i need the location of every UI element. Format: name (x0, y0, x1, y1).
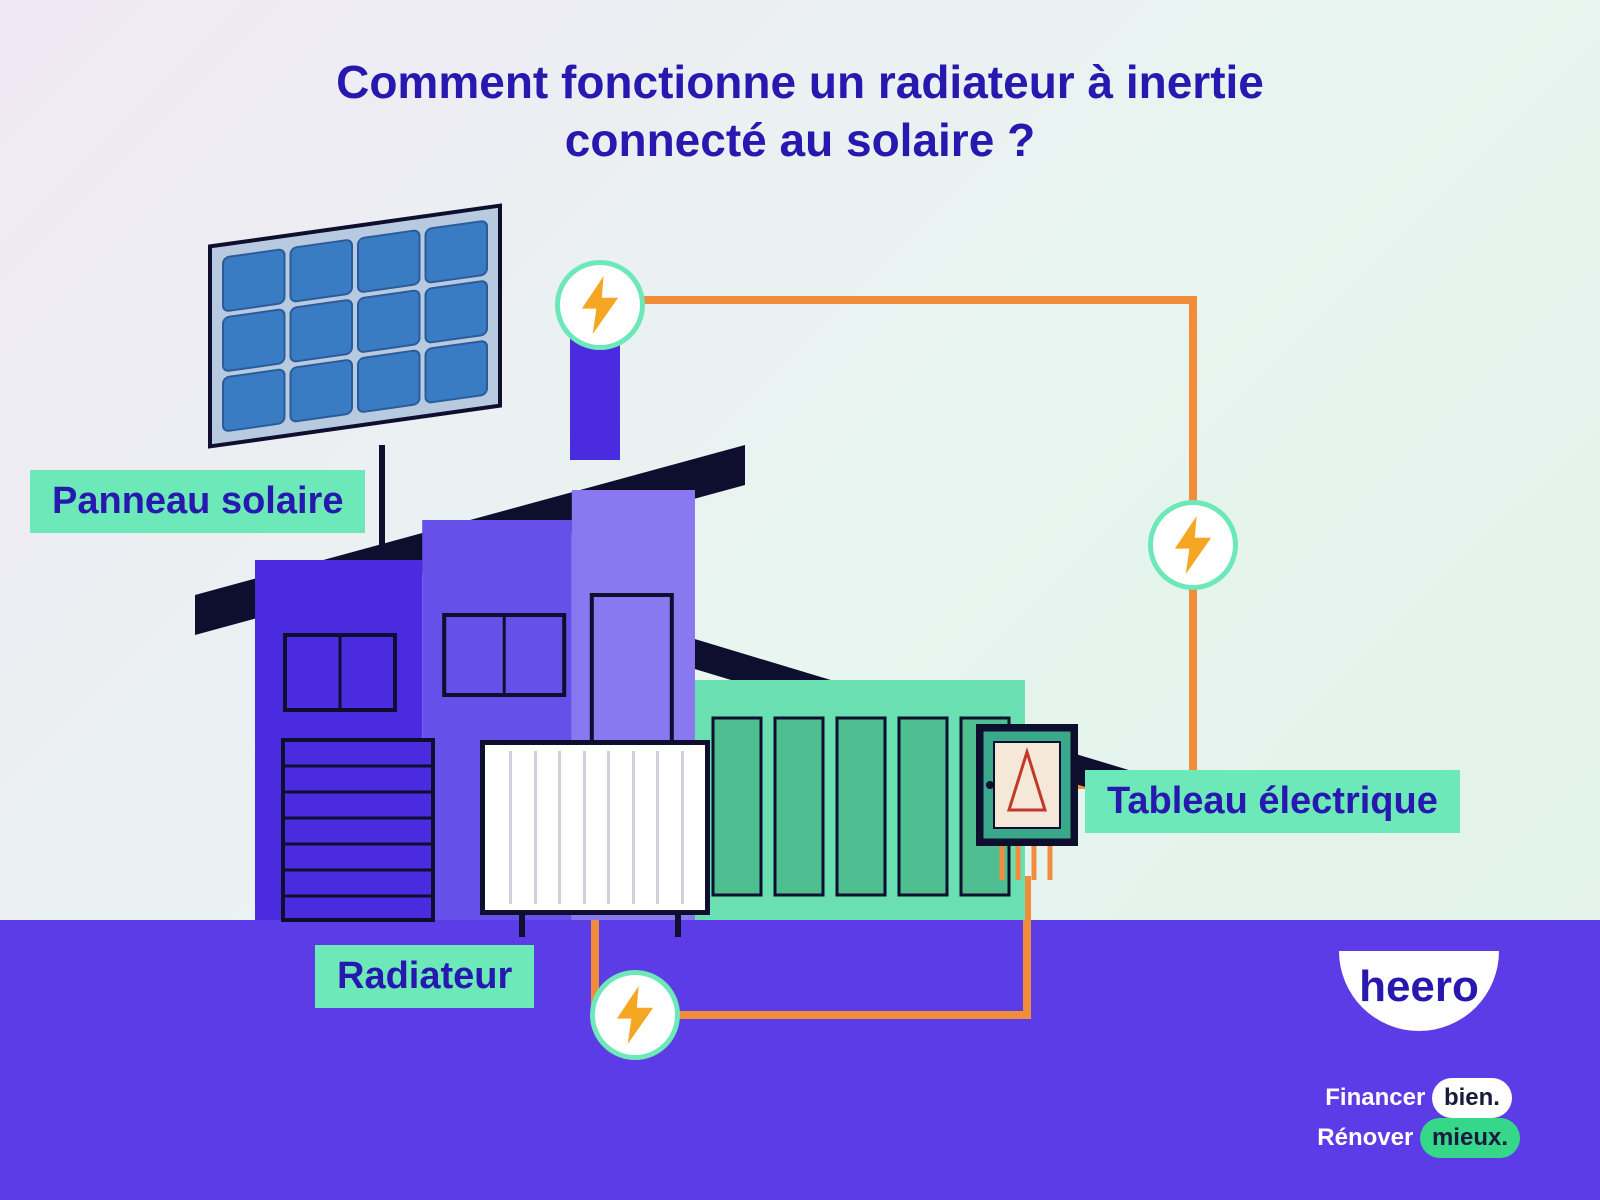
infographic-canvas: Comment fonctionne un radiateur à inerti… (0, 0, 1600, 1200)
brand-logo-text: heero (1359, 962, 1479, 1011)
energy-bolt-icon (1148, 500, 1238, 590)
label-tableau-electrique: Tableau électrique (1085, 770, 1460, 833)
slogan-1-prefix: Financer (1325, 1084, 1432, 1111)
energy-bolt-icon (590, 970, 680, 1060)
radiator-illustration (480, 740, 710, 915)
label-panneau-solaire: Panneau solaire (30, 470, 365, 533)
heero-logo-icon: heero (1319, 941, 1519, 1061)
brand-logo-block: heero Financer bien. Rénover mieux. (1317, 941, 1520, 1158)
label-radiateur: Radiateur (315, 945, 534, 1008)
slogan-2-prefix: Rénover (1317, 1124, 1420, 1151)
slogan-pill-bien: bien. (1432, 1078, 1512, 1118)
slogan-pill-mieux: mieux. (1420, 1118, 1520, 1158)
brand-slogan: Financer bien. Rénover mieux. (1317, 1078, 1520, 1158)
energy-bolt-icon (555, 260, 645, 350)
